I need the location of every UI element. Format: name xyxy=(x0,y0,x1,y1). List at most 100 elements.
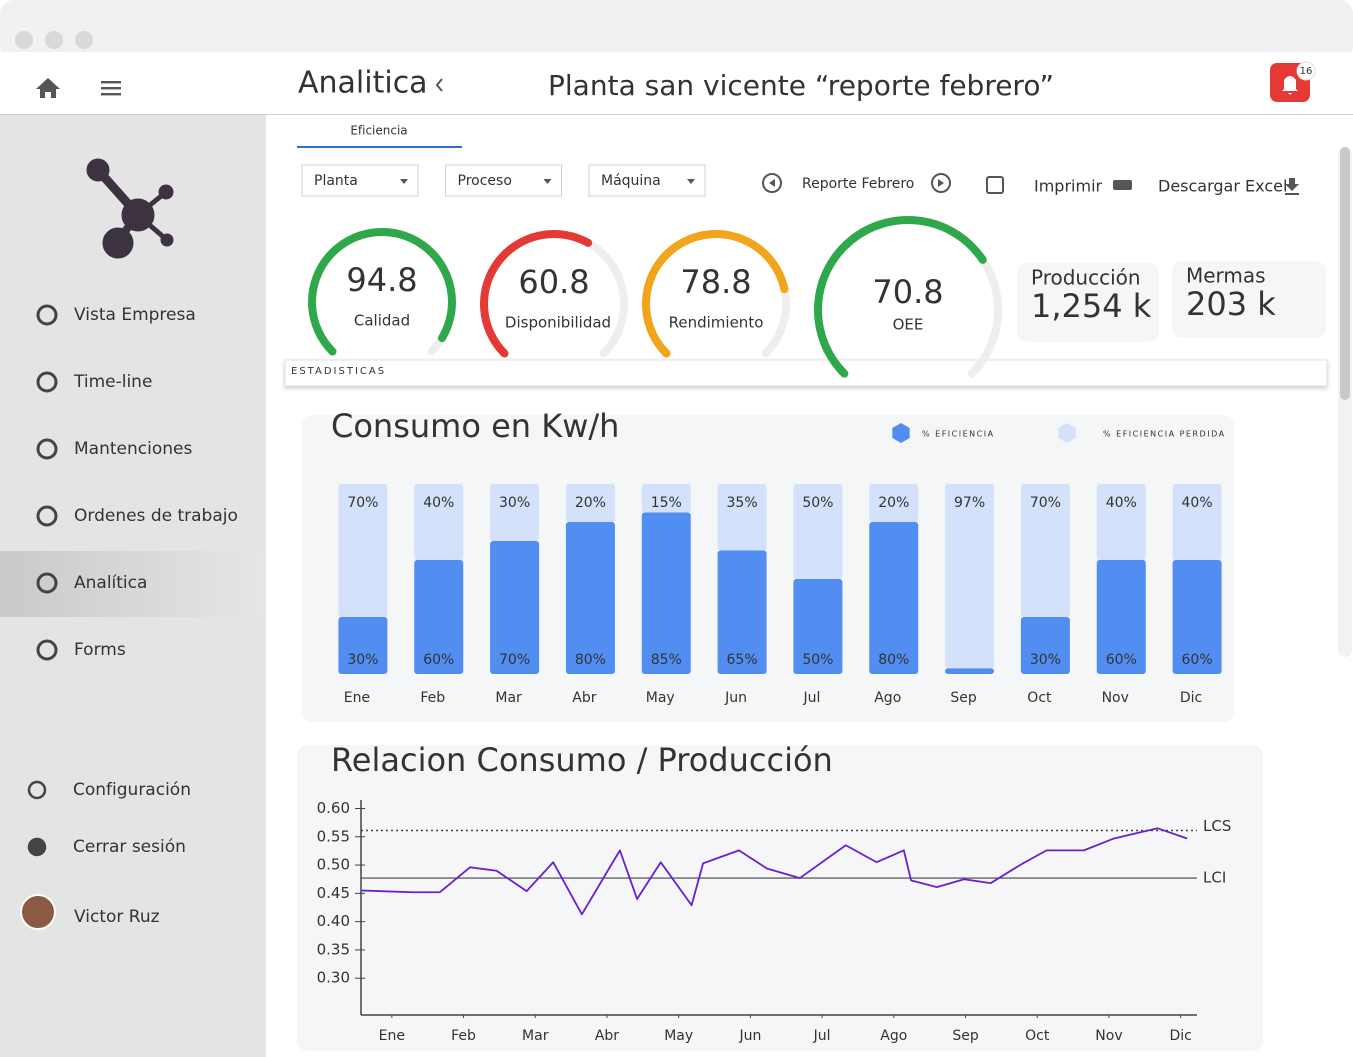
bar-segment xyxy=(1172,560,1222,674)
x-tick-label: Mar xyxy=(522,1028,549,1044)
bar-value-label: 80% xyxy=(878,652,909,668)
nav-item[interactable]: Vista Empresa xyxy=(74,305,196,325)
bar-value-label: 40% xyxy=(1182,495,1213,511)
x-tick-label: Sep xyxy=(950,690,977,706)
gauge-label: Disponibilidad xyxy=(505,314,611,332)
x-tick-label: May xyxy=(646,690,675,706)
x-tick-label: Ene xyxy=(344,690,370,706)
gauge-value: 70.8 xyxy=(872,273,943,311)
legend-label: % EFICIENCIA PERDIDA xyxy=(1103,430,1226,439)
next-arrow xyxy=(938,179,944,187)
header xyxy=(0,52,1353,114)
nav-item[interactable]: Ordenes de trabajo xyxy=(74,506,238,526)
window-dot[interactable] xyxy=(45,31,63,49)
user-name[interactable]: Victor Ruz xyxy=(74,907,160,927)
nav-item[interactable]: Mantenciones xyxy=(74,439,192,459)
nav-item[interactable]: Time-line xyxy=(73,372,152,392)
y-tick-label: 0.40 xyxy=(317,912,350,930)
chart-title: Relacion Consumo / Producción xyxy=(331,741,833,779)
print-icon[interactable] xyxy=(1113,180,1132,190)
kpi-label: Mermas xyxy=(1186,264,1266,288)
filter-select[interactable] xyxy=(445,164,562,197)
nav-icon[interactable] xyxy=(36,639,58,661)
bar-segment xyxy=(565,522,615,674)
bar-value-label: 70% xyxy=(347,495,378,511)
user-avatar[interactable] xyxy=(20,894,56,930)
x-tick-label: Jul xyxy=(802,690,820,706)
bar-value-label: 80% xyxy=(575,652,606,668)
bar-segment xyxy=(490,541,540,674)
notification-badge xyxy=(1296,61,1316,81)
x-tick-label: Oct xyxy=(1025,1028,1050,1044)
window-dot[interactable] xyxy=(15,31,33,49)
x-tick-label: Sep xyxy=(952,1028,979,1044)
bar-segment xyxy=(1096,484,1146,560)
next-icon[interactable] xyxy=(931,173,951,193)
chart-title: Consumo en Kw/h xyxy=(331,407,619,445)
nav-icon[interactable] xyxy=(36,572,58,594)
bar-value-label: 30% xyxy=(347,652,378,668)
legend-swatch xyxy=(1058,423,1076,443)
logo xyxy=(86,158,174,259)
bar-value-label: 40% xyxy=(423,495,454,511)
dropdown-arrow xyxy=(687,179,695,184)
tab[interactable]: Eficiencia xyxy=(350,124,407,138)
scrollbar-thumb[interactable] xyxy=(1340,147,1350,400)
x-tick-label: Ene xyxy=(379,1028,405,1044)
notification-count: 16 xyxy=(1300,66,1313,77)
dropdown-arrow xyxy=(543,179,552,184)
calendar-icon[interactable] xyxy=(986,176,1004,194)
filter-label: Máquina xyxy=(601,173,661,189)
bar-segment xyxy=(414,560,464,674)
active-item-bg xyxy=(0,551,266,617)
bar-segment xyxy=(793,579,843,674)
nav-icon[interactable] xyxy=(27,780,47,800)
line-chart-card xyxy=(297,745,1263,1051)
kpi-value: 203 k xyxy=(1186,285,1276,323)
x-tick-label: Mar xyxy=(495,690,522,706)
x-tick-label: Feb xyxy=(420,690,445,706)
y-tick-label: 0.30 xyxy=(317,969,350,987)
bar-value-label: 30% xyxy=(499,495,530,511)
window-dot[interactable] xyxy=(75,31,93,49)
print-label[interactable]: Imprimir xyxy=(1034,177,1103,196)
filter-select[interactable] xyxy=(588,164,706,197)
y-tick-label: 0.60 xyxy=(317,799,350,817)
x-tick-label: Feb xyxy=(451,1028,476,1044)
nav-icon[interactable] xyxy=(36,505,58,527)
nav-icon[interactable] xyxy=(36,438,58,460)
x-tick-label: Dic xyxy=(1169,1028,1191,1044)
bar-value-label: 20% xyxy=(575,495,606,511)
back-chevron[interactable] xyxy=(435,78,443,92)
x-tick-label: Jul xyxy=(813,1028,831,1044)
prev-arrow xyxy=(769,179,775,187)
gauge-label: Rendimiento xyxy=(669,314,764,332)
filter-select[interactable] xyxy=(301,164,419,197)
nav-item[interactable]: Analítica xyxy=(74,573,147,593)
stats-bar xyxy=(284,359,1328,387)
y-tick-label: 0.55 xyxy=(317,827,350,845)
home-icon[interactable] xyxy=(36,78,60,98)
bar-value-label: 97% xyxy=(954,495,985,511)
kpi-card xyxy=(1172,261,1326,338)
nav-icon[interactable] xyxy=(36,304,58,326)
menu-icon[interactable] xyxy=(101,81,121,96)
download-icon[interactable] xyxy=(1285,178,1299,195)
bar-segment xyxy=(338,617,388,674)
legend-swatch xyxy=(892,423,910,443)
bar-segment xyxy=(1020,484,1070,617)
reference-label: LCI xyxy=(1203,869,1226,887)
gauge-value: 78.8 xyxy=(680,263,751,301)
bar-value-label: 60% xyxy=(423,652,454,668)
prev-icon[interactable] xyxy=(762,173,782,193)
download-label[interactable]: Descargar Excel xyxy=(1158,177,1287,196)
nav-icon[interactable] xyxy=(36,371,58,393)
nav-item[interactable]: Forms xyxy=(74,640,126,660)
nav-item[interactable]: Cerrar sesión xyxy=(73,837,186,857)
bar-value-label: 85% xyxy=(651,652,682,668)
x-tick-label: Dic xyxy=(1180,690,1202,706)
y-tick-label: 0.45 xyxy=(317,884,350,902)
nav-item[interactable]: Configuración xyxy=(73,780,191,800)
x-tick-label: Oct xyxy=(1027,690,1052,706)
nav-icon[interactable] xyxy=(27,837,47,857)
